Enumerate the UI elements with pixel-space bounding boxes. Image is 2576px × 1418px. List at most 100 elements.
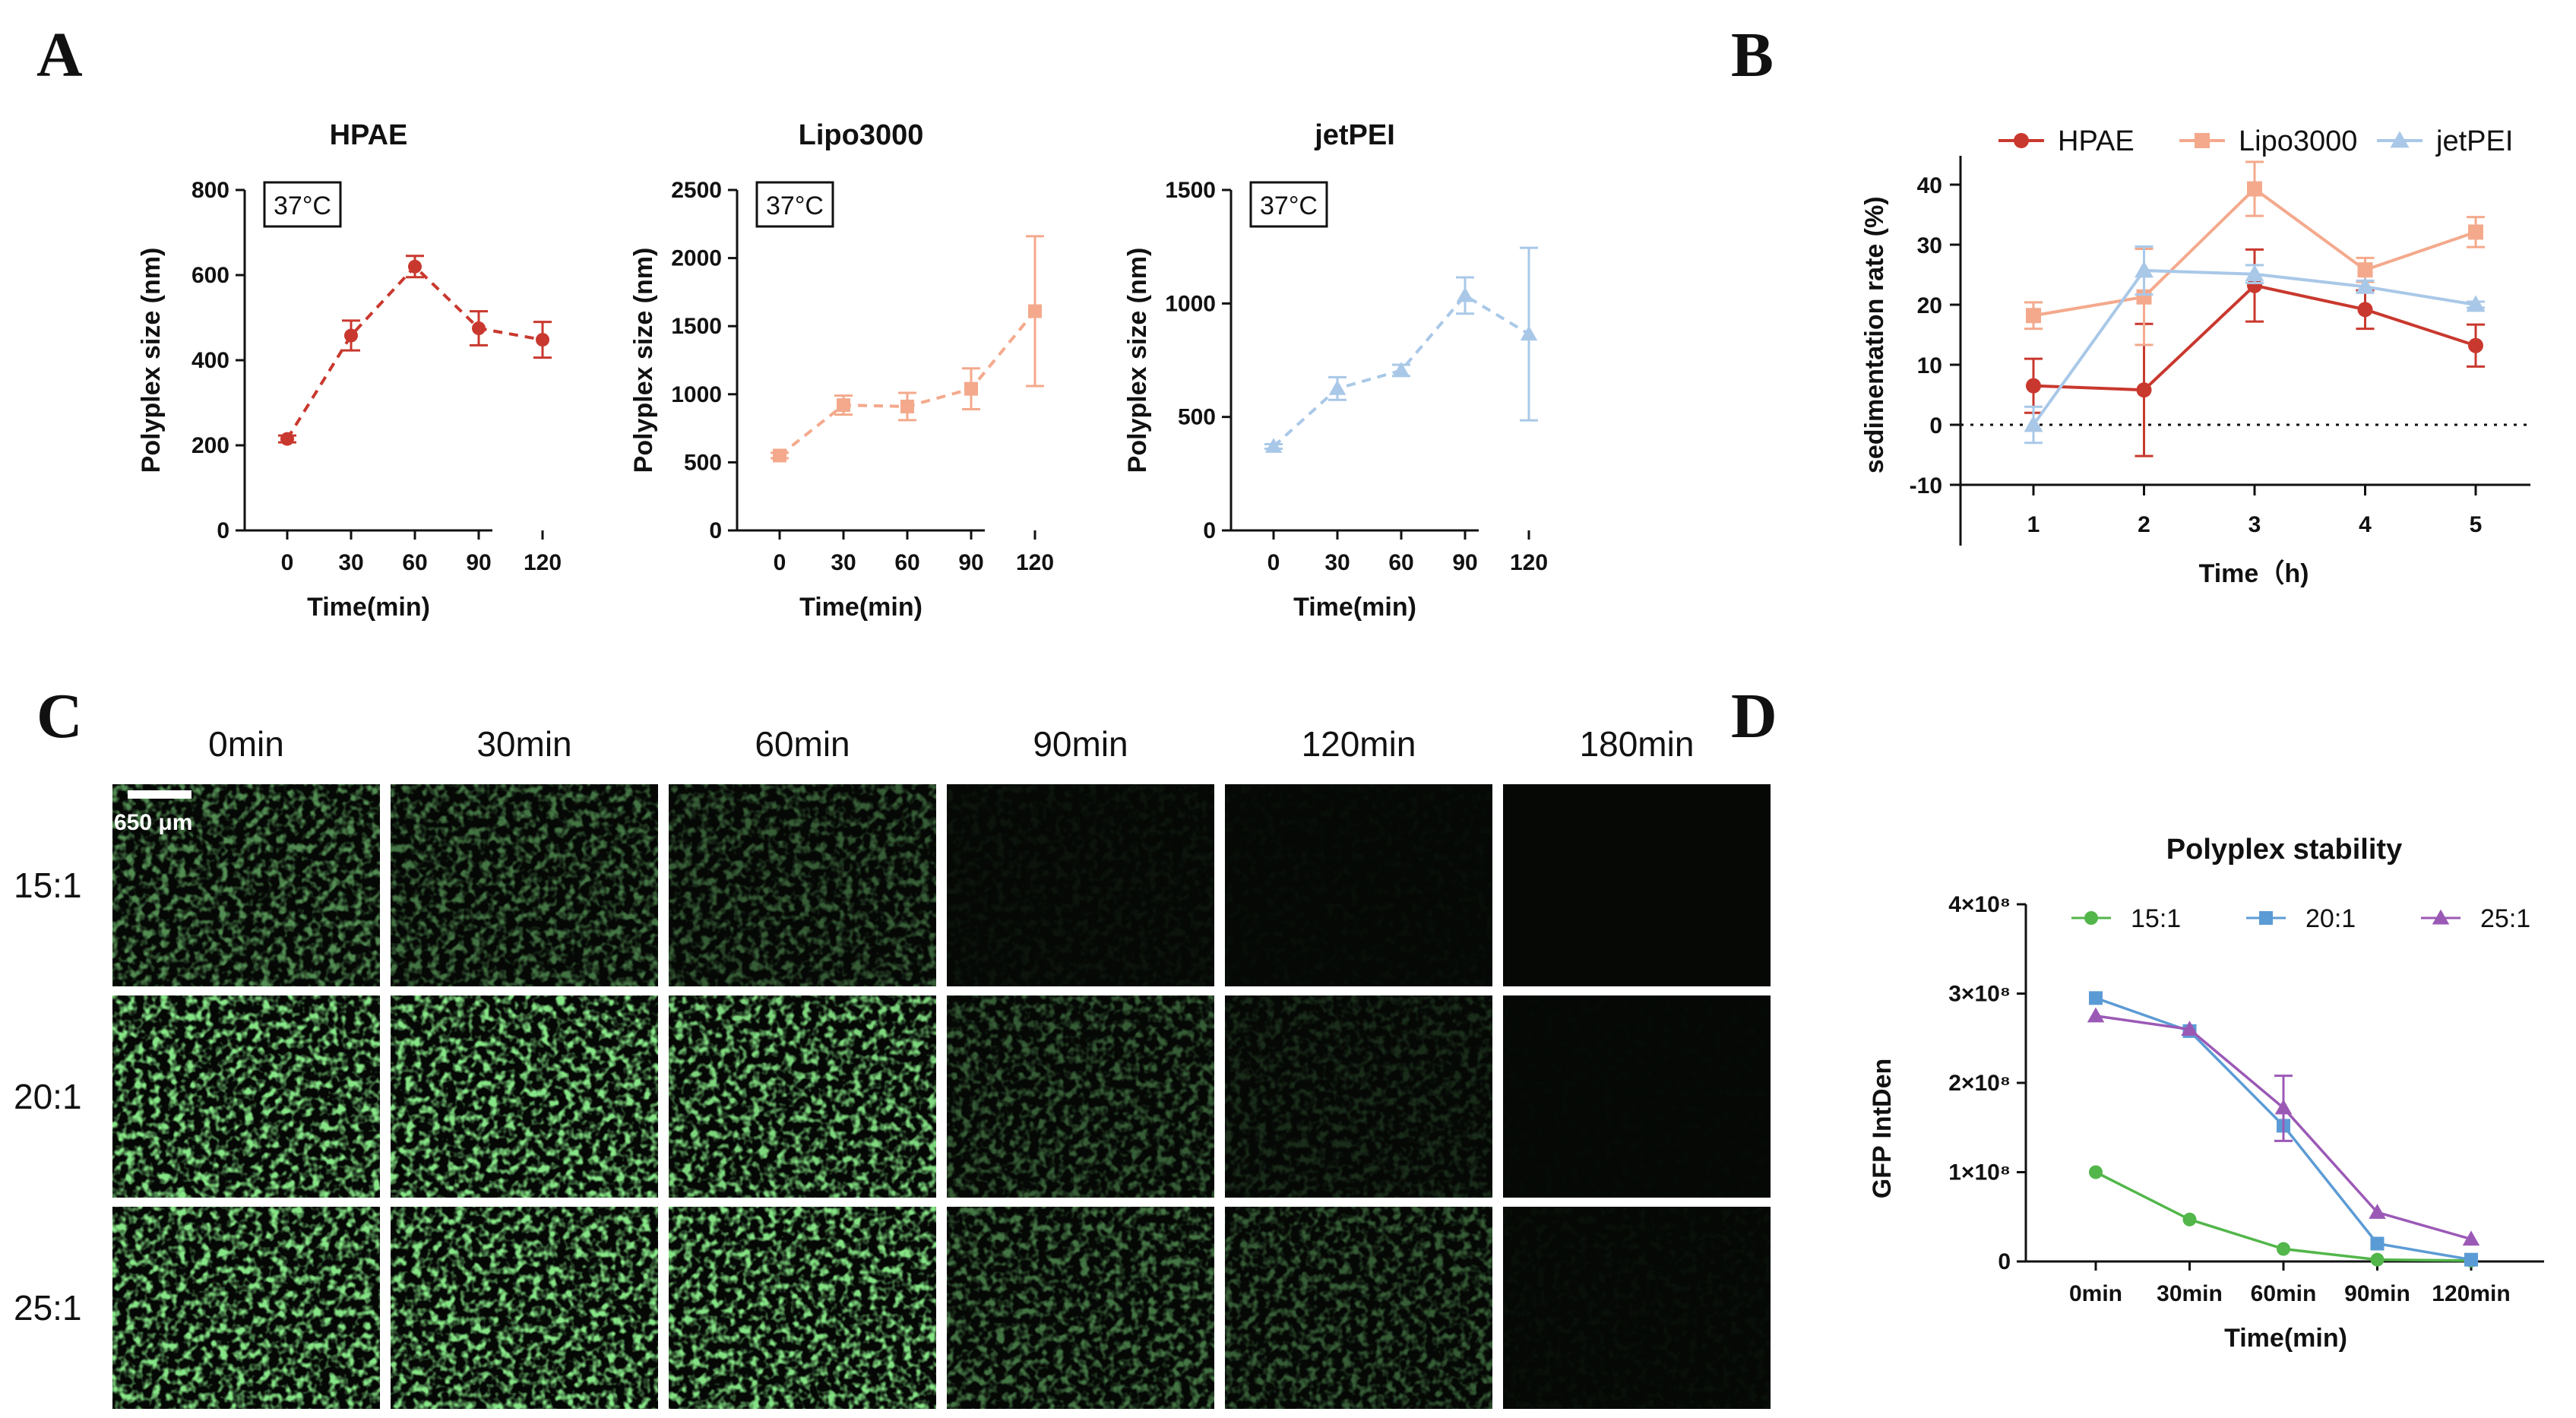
data-point — [837, 398, 850, 413]
chart-title: Lipo3000 — [799, 119, 924, 151]
x-tick-label: 60 — [402, 550, 427, 575]
temperature-badge — [1249, 181, 1328, 228]
data-point — [2357, 262, 2373, 278]
legend-marker — [2084, 911, 2098, 925]
legend-marker — [2014, 133, 2029, 148]
data-point — [2026, 378, 2041, 394]
column-label: 60min — [755, 724, 850, 764]
x-tick-label: 2 — [2138, 512, 2150, 537]
y-tick-label: 1000 — [671, 382, 722, 407]
x-tick-label: 30min — [2157, 1281, 2223, 1306]
series-line — [286, 264, 543, 440]
data-point — [2369, 1204, 2386, 1219]
x-tick-label: 120min — [2432, 1281, 2510, 1306]
data-point — [472, 321, 486, 335]
x-tick-label: 0 — [1267, 550, 1280, 575]
y-tick-label: 2000 — [671, 246, 722, 271]
data-point — [280, 432, 294, 446]
x-tick-label: 1 — [2027, 512, 2040, 537]
data-point — [900, 399, 914, 413]
y-tick-label: 0 — [1203, 518, 1216, 543]
micrograph-tile — [1503, 784, 1771, 986]
micrograph-tile — [1503, 1207, 1771, 1409]
legend-label: 25:1 — [2480, 904, 2530, 933]
y-tick-label: 0 — [1998, 1249, 2011, 1274]
data-point — [2247, 181, 2262, 197]
micrograph-signal — [1503, 1207, 1771, 1409]
y-tick-label: 200 — [191, 433, 229, 458]
data-point — [1028, 304, 1042, 318]
x-axis-title: Time（h) — [2199, 559, 2309, 588]
data-point — [1456, 286, 1474, 302]
x-tick-label: 60min — [2251, 1281, 2317, 1306]
data-point — [536, 333, 549, 347]
y-tick-label: 2×10⁸ — [1948, 1071, 2011, 1096]
micrograph-signal — [669, 1207, 936, 1409]
x-axis-title: Time(min) — [799, 593, 922, 622]
x-tick-label: 3 — [2248, 512, 2261, 537]
column-label: 0min — [208, 724, 284, 764]
y-tick-label: 1500 — [1165, 178, 1216, 203]
y-tick-label: 10 — [1917, 353, 1942, 378]
chart-title: HPAE — [330, 119, 408, 151]
panel-letter-c: C — [36, 681, 83, 752]
data-point — [2464, 1252, 2478, 1267]
chart-a-jetpei: jetPEI 0 500 1000 1500 0 30 60 90 120 Time(min) Pol… — [1123, 119, 1548, 622]
y-tick-label: 800 — [191, 178, 229, 203]
x-axis-title: Time(min) — [307, 593, 430, 622]
temperature-badge — [263, 181, 342, 228]
x-axis-title: Time(min) — [1293, 593, 1416, 622]
legend-marker — [2195, 133, 2210, 148]
x-tick-label: 30 — [338, 550, 363, 575]
data-point — [2468, 337, 2483, 353]
y-tick-label: 2500 — [671, 178, 722, 203]
micrograph-signal — [391, 784, 658, 986]
data-point — [2462, 1230, 2480, 1246]
micrograph-signal — [669, 784, 936, 986]
data-point — [408, 259, 422, 274]
chart-b-sedimentation: -10 0 10 20 30 40 1 2 3 4 5 Time（h) sedimentation ra… — [1860, 125, 2530, 588]
y-tick-label: 500 — [1178, 405, 1216, 430]
temperature-badge-text: 37°C — [1260, 191, 1318, 220]
x-tick-label: 60 — [894, 550, 919, 575]
data-point — [2370, 1252, 2385, 1267]
y-tick-label: 400 — [191, 348, 229, 373]
micrograph-tile — [1503, 995, 1771, 1198]
micrograph-grid: 0min 30min 60min 90min 120min 180min 15:1 20:1 2… — [14, 724, 1771, 1409]
y-axis-title: Polyplex size (nm) — [137, 248, 166, 473]
y-axis-title: GFP IntDen — [1868, 1059, 1897, 1199]
micrograph-signal — [112, 784, 380, 986]
x-tick-label: 30 — [1324, 550, 1350, 575]
legend-label: 15:1 — [2131, 904, 2181, 933]
data-point — [2247, 277, 2262, 293]
x-tick-label: 0 — [774, 550, 786, 575]
micrograph-signal — [947, 1207, 1214, 1409]
data-point — [1520, 325, 1538, 341]
scale-bar-label: 650 μm — [114, 810, 192, 835]
data-point — [344, 328, 358, 343]
micrograph-signal — [1225, 995, 1492, 1198]
temperature-badge-text: 37°C — [766, 191, 824, 220]
data-point — [2026, 308, 2041, 324]
micrograph-signal — [1503, 995, 1771, 1198]
y-tick-label: 1500 — [671, 314, 722, 339]
scale-bar — [128, 790, 191, 799]
y-tick-label: 4×10⁸ — [1948, 892, 2011, 917]
data-point — [773, 448, 786, 463]
chart-d-polyplex-stability: Polyplex stability 0 1×10⁸ 2×10⁸ 3×10⁸ 4×10⁸ 0… — [1868, 834, 2544, 1353]
data-point — [2468, 224, 2483, 240]
micrograph-signal — [112, 995, 380, 1198]
data-point — [2024, 415, 2043, 432]
y-tick-label: 1×10⁸ — [1948, 1160, 2011, 1185]
column-label: 180min — [1580, 724, 1695, 764]
y-tick-label: 20 — [1917, 293, 1942, 318]
data-point — [2181, 1021, 2198, 1036]
legend-marker — [2259, 911, 2273, 925]
y-tick-label: 0 — [217, 518, 229, 543]
chart-a-hpae: HPAE 0 200 400 600 800 0 30 60 90 120 Time(min) Poly… — [137, 119, 562, 622]
x-tick-label: 90min — [2344, 1281, 2410, 1306]
chart-title: Polyplex stability — [2166, 834, 2402, 866]
data-point — [2136, 382, 2152, 398]
x-tick-label: 5 — [2470, 512, 2483, 537]
micrograph-tile — [1225, 784, 1492, 986]
